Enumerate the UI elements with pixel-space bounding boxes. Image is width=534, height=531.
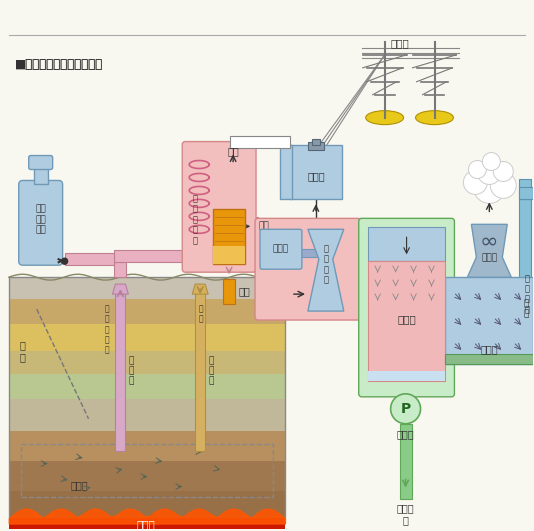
Bar: [368, 227, 445, 261]
Text: 冷
却
排
水: 冷 却 排 水: [525, 274, 530, 314]
Bar: [9, 277, 285, 518]
Text: 蒸
気
・
熱
水: 蒸 気 ・ 熱 水: [104, 304, 109, 355]
Bar: [230, 144, 242, 148]
Bar: [290, 144, 342, 200]
Circle shape: [477, 160, 501, 184]
Bar: [399, 424, 412, 499]
Bar: [519, 200, 531, 364]
Bar: [34, 159, 48, 184]
Bar: [9, 399, 285, 431]
Ellipse shape: [415, 110, 453, 125]
Text: ∞: ∞: [480, 232, 499, 251]
Text: 復水器: 復水器: [397, 314, 416, 324]
Text: 還
元
井: 還 元 井: [208, 356, 214, 386]
Bar: [237, 250, 278, 262]
Text: 蒸気: 蒸気: [238, 286, 250, 296]
Circle shape: [391, 394, 421, 424]
Circle shape: [493, 161, 513, 182]
Text: ポンプ: ポンプ: [397, 429, 414, 439]
Bar: [9, 374, 285, 399]
Text: タ
ー
ビ
ン: タ ー ビ ン: [323, 244, 328, 284]
Circle shape: [468, 160, 486, 178]
Text: 気
水
分
離
器: 気 水 分 離 器: [193, 194, 198, 245]
Text: 蒸気: 蒸気: [258, 221, 269, 230]
Text: 蒸気: 蒸気: [227, 147, 239, 157]
Text: 変圧器: 変圧器: [307, 172, 325, 182]
Text: P: P: [400, 402, 411, 416]
Bar: [312, 139, 320, 144]
Text: ■澄川地熱発電所のしくみ: ■澄川地熱発電所のしくみ: [15, 58, 103, 71]
Bar: [9, 324, 285, 351]
FancyBboxPatch shape: [255, 218, 361, 320]
FancyBboxPatch shape: [29, 156, 53, 169]
Text: サイ
レン
サー: サイ レン サー: [35, 204, 46, 234]
Bar: [412, 352, 519, 364]
Bar: [65, 253, 114, 265]
Circle shape: [61, 258, 68, 264]
Text: 発電機: 発電機: [273, 245, 289, 254]
Bar: [519, 187, 533, 200]
Text: 熱
水: 熱 水: [198, 304, 203, 323]
Text: 送電線: 送電線: [390, 38, 409, 48]
FancyBboxPatch shape: [260, 229, 302, 269]
Bar: [114, 262, 127, 277]
Bar: [9, 431, 285, 460]
Bar: [519, 179, 531, 200]
Text: 冷却塔: 冷却塔: [481, 344, 498, 354]
Bar: [368, 371, 445, 381]
Bar: [21, 444, 273, 496]
Circle shape: [464, 170, 488, 194]
Bar: [9, 518, 285, 529]
Text: 貯留層: 貯留層: [70, 481, 88, 491]
FancyBboxPatch shape: [182, 142, 256, 272]
Polygon shape: [192, 284, 208, 294]
Bar: [308, 142, 324, 150]
Bar: [213, 246, 245, 264]
Bar: [223, 279, 235, 304]
Circle shape: [473, 172, 505, 203]
Bar: [114, 250, 203, 262]
Text: 生
産
井: 生 産 井: [128, 356, 134, 386]
Ellipse shape: [366, 110, 404, 125]
Bar: [9, 491, 285, 518]
Bar: [253, 217, 258, 229]
Polygon shape: [113, 284, 128, 294]
Bar: [445, 354, 533, 364]
Circle shape: [490, 173, 516, 199]
FancyBboxPatch shape: [19, 181, 62, 265]
Text: 外
気: 外 気: [523, 299, 529, 319]
Bar: [115, 289, 125, 451]
Polygon shape: [308, 229, 344, 311]
Bar: [399, 381, 412, 394]
Bar: [368, 261, 445, 381]
Text: ファン: ファン: [481, 253, 497, 262]
FancyBboxPatch shape: [359, 218, 454, 397]
Bar: [298, 249, 321, 257]
Bar: [445, 352, 451, 364]
Text: マグマ: マグマ: [137, 519, 156, 529]
Bar: [9, 351, 285, 374]
Bar: [280, 144, 292, 200]
Bar: [195, 289, 205, 451]
Text: 還元井
へ: 還元井 へ: [397, 503, 414, 525]
Bar: [223, 234, 235, 269]
Circle shape: [482, 152, 500, 170]
Text: ■澄川地熱発電所のしくみ: ■澄川地熱発電所のしくみ: [15, 58, 103, 71]
Bar: [230, 135, 290, 148]
Bar: [9, 277, 285, 299]
Bar: [9, 299, 285, 324]
Bar: [213, 209, 245, 264]
Bar: [445, 277, 533, 364]
Bar: [9, 518, 285, 529]
Bar: [9, 460, 285, 491]
Text: 断
層: 断 層: [20, 340, 26, 362]
Polygon shape: [467, 224, 511, 277]
